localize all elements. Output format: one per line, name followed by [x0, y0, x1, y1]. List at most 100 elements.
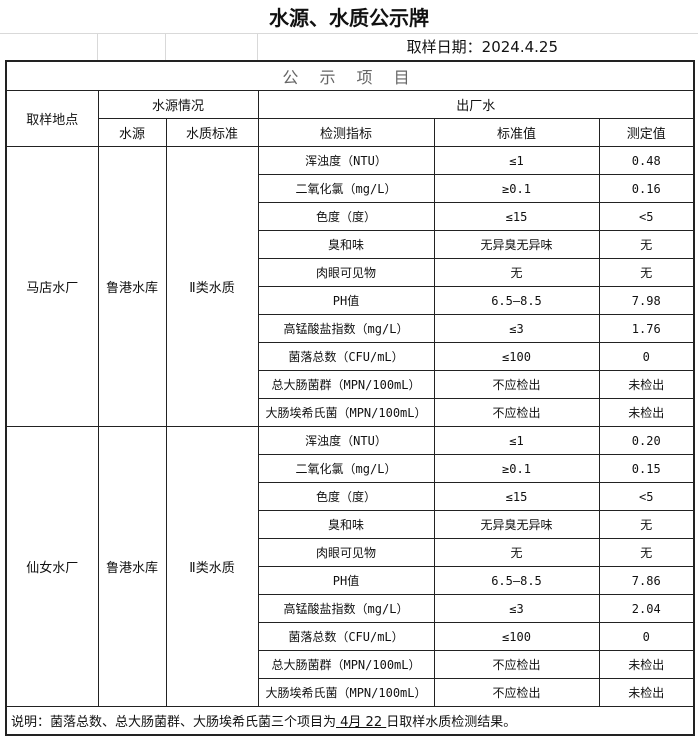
- standard-value-cell: ≥0.1: [433, 454, 600, 483]
- measured-value-cell: <5: [598, 202, 695, 231]
- indicator-cell: 大肠埃希氏菌（MPN/100mL）: [257, 678, 435, 707]
- indicator-cell: 浑浊度（NTU）: [257, 146, 435, 175]
- measured-value-cell: 无: [598, 258, 695, 287]
- sample-date: 取样日期：2024.4.25: [406, 38, 558, 56]
- measured-value-cell: 0: [598, 622, 695, 651]
- measured-value-cell: 无: [598, 230, 695, 259]
- table-row: 肉眼可见物无无: [6, 538, 695, 567]
- indicator-cell: 浑浊度（NTU）: [257, 426, 435, 455]
- grid-line: [0, 33, 698, 34]
- table-row: 菌落总数（CFU/mL） ≤100 0: [6, 342, 695, 371]
- indicator-cell: PH值: [257, 566, 435, 595]
- water-source: 鲁港水库: [97, 426, 167, 707]
- quality-standard: Ⅱ类水质: [165, 146, 259, 427]
- standard-value-cell: 无异臭无异味: [433, 230, 600, 259]
- measured-value-cell: 0.15: [598, 454, 695, 483]
- indicator-cell: 二氧化氯（mg/L）: [257, 174, 435, 203]
- measured-value-cell: 0.16: [598, 174, 695, 203]
- standard-value-cell: ≤3: [433, 594, 600, 623]
- indicator-cell: 大肠埃希氏菌（MPN/100mL）: [257, 398, 435, 427]
- measured-value-cell: 未检出: [598, 678, 695, 707]
- table-row: 二氧化氯（mg/L） ≥0.1 0.16: [6, 174, 695, 203]
- table-row: PH值 6.5–8.5 7.86: [6, 566, 695, 595]
- standard-value-cell: 不应检出: [433, 650, 600, 679]
- grid-line: [97, 33, 98, 60]
- standard-value-cell: 6.5–8.5: [433, 286, 600, 315]
- table-row: 大肠埃希氏菌（MPN/100mL） 不应检出 未检出: [6, 678, 695, 707]
- indicator-cell: 臭和味: [257, 230, 435, 259]
- note: 说明：菌落总数、总大肠菌群、大肠埃希氏菌三个项目为 4月 22 日取样水质检测结…: [5, 706, 695, 736]
- standard-value-cell: ≤15: [433, 202, 600, 231]
- plant-name: 马店水厂: [5, 146, 99, 427]
- standard-value-cell: 无异臭无异味: [433, 510, 600, 539]
- standard-value-cell: 不应检出: [433, 678, 600, 707]
- measured-value-cell: 7.86: [598, 566, 695, 595]
- indicator-cell: 总大肠菌群（MPN/100mL）: [257, 650, 435, 679]
- standard-value-cell: ≤100: [433, 342, 600, 371]
- table-row: PH值 6.5–8.5 7.98: [6, 286, 695, 315]
- table-row: 臭和味 无异臭无异味无: [6, 230, 695, 259]
- note-date: 4月 22: [336, 715, 387, 730]
- header-outlet-water: 出厂水: [257, 90, 695, 119]
- table-row: 肉眼可见物无无: [6, 258, 695, 287]
- indicator-cell: PH值: [257, 286, 435, 315]
- measured-value-cell: <5: [598, 482, 695, 511]
- measured-value-cell: 未检出: [598, 650, 695, 679]
- standard-value-cell: ≤3: [433, 314, 600, 343]
- quality-standard: Ⅱ类水质: [165, 426, 259, 707]
- table-row: 高锰酸盐指数（mg/L） ≤3 1.76: [6, 314, 695, 343]
- table-row: 色度（度） ≤15 <5: [6, 202, 695, 231]
- indicator-cell: 菌落总数（CFU/mL）: [257, 622, 435, 651]
- note-suffix: 日取样水质检测结果。: [386, 715, 517, 730]
- measured-value-cell: 1.76: [598, 314, 695, 343]
- standard-value-cell: ≥0.1: [433, 174, 600, 203]
- standard-value-cell: 不应检出: [433, 398, 600, 427]
- table-row: 菌落总数（CFU/mL） ≤100 0: [6, 622, 695, 651]
- header-indicator: 检测指标: [257, 118, 435, 147]
- indicator-cell: 二氧化氯（mg/L）: [257, 454, 435, 483]
- standard-value-cell: 无: [433, 258, 600, 287]
- table-row: 总大肠菌群（MPN/100mL） 不应检出 未检出: [6, 650, 695, 679]
- header-quality-standard: 水质标准: [165, 118, 259, 147]
- indicator-cell: 色度（度）: [257, 482, 435, 511]
- indicator-cell: 高锰酸盐指数（mg/L）: [257, 594, 435, 623]
- standard-value-cell: 无: [433, 538, 600, 567]
- measured-value-cell: 2.04: [598, 594, 695, 623]
- standard-value-cell: ≤1: [433, 146, 600, 175]
- plant-name: 仙女水厂: [5, 426, 99, 707]
- measured-value-cell: 无: [598, 510, 695, 539]
- indicator-cell: 色度（度）: [257, 202, 435, 231]
- water-source: 鲁港水库: [97, 146, 167, 427]
- table-row: 高锰酸盐指数（mg/L） ≤3 2.04: [6, 594, 695, 623]
- measured-value-cell: 0.20: [598, 426, 695, 455]
- header-source-info: 水源情况: [97, 90, 259, 119]
- header-source: 水源: [97, 118, 167, 147]
- standard-value-cell: ≤15: [433, 482, 600, 511]
- table-row: 仙女水厂 鲁港水库 Ⅱ类水质 浑浊度（NTU） ≤1 0.20: [5, 426, 695, 707]
- measured-value-cell: 7.98: [598, 286, 695, 315]
- standard-value-cell: ≤100: [433, 622, 600, 651]
- section-title: 公 示 项 目: [5, 60, 695, 91]
- note-prefix: 说明：菌落总数、总大肠菌群、大肠埃希氏菌三个项目为: [11, 715, 337, 730]
- header-measured-value: 测定值: [598, 118, 695, 147]
- indicator-cell: 菌落总数（CFU/mL）: [257, 342, 435, 371]
- indicator-cell: 高锰酸盐指数（mg/L）: [257, 314, 435, 343]
- indicator-cell: 肉眼可见物: [257, 258, 435, 287]
- page-title: 水源、水质公示牌: [269, 6, 429, 30]
- grid-line: [257, 33, 258, 60]
- measured-value-cell: 0: [598, 342, 695, 371]
- standard-value-cell: ≤1: [433, 426, 600, 455]
- indicator-cell: 总大肠菌群（MPN/100mL）: [257, 370, 435, 399]
- measured-value-cell: 未检出: [598, 370, 695, 399]
- indicator-cell: 肉眼可见物: [257, 538, 435, 567]
- measured-value-cell: 无: [598, 538, 695, 567]
- table-row: 马店水厂 鲁港水库 Ⅱ类水质 浑浊度（NTU） ≤1 0.48: [5, 146, 695, 427]
- header-standard-value: 标准值: [433, 118, 600, 147]
- standard-value-cell: 6.5–8.5: [433, 566, 600, 595]
- water-quality-table: 公 示 项 目 取样地点 水源情况 出厂水 水源 水质标准 检测指标 标准值 测…: [5, 60, 696, 736]
- standard-value-cell: 不应检出: [433, 370, 600, 399]
- indicator-cell: 臭和味: [257, 510, 435, 539]
- note-row: 说明：菌落总数、总大肠菌群、大肠埃希氏菌三个项目为 4月 22 日取样水质检测结…: [5, 706, 695, 736]
- measured-value-cell: 未检出: [598, 398, 695, 427]
- header-location: 取样地点: [5, 90, 99, 147]
